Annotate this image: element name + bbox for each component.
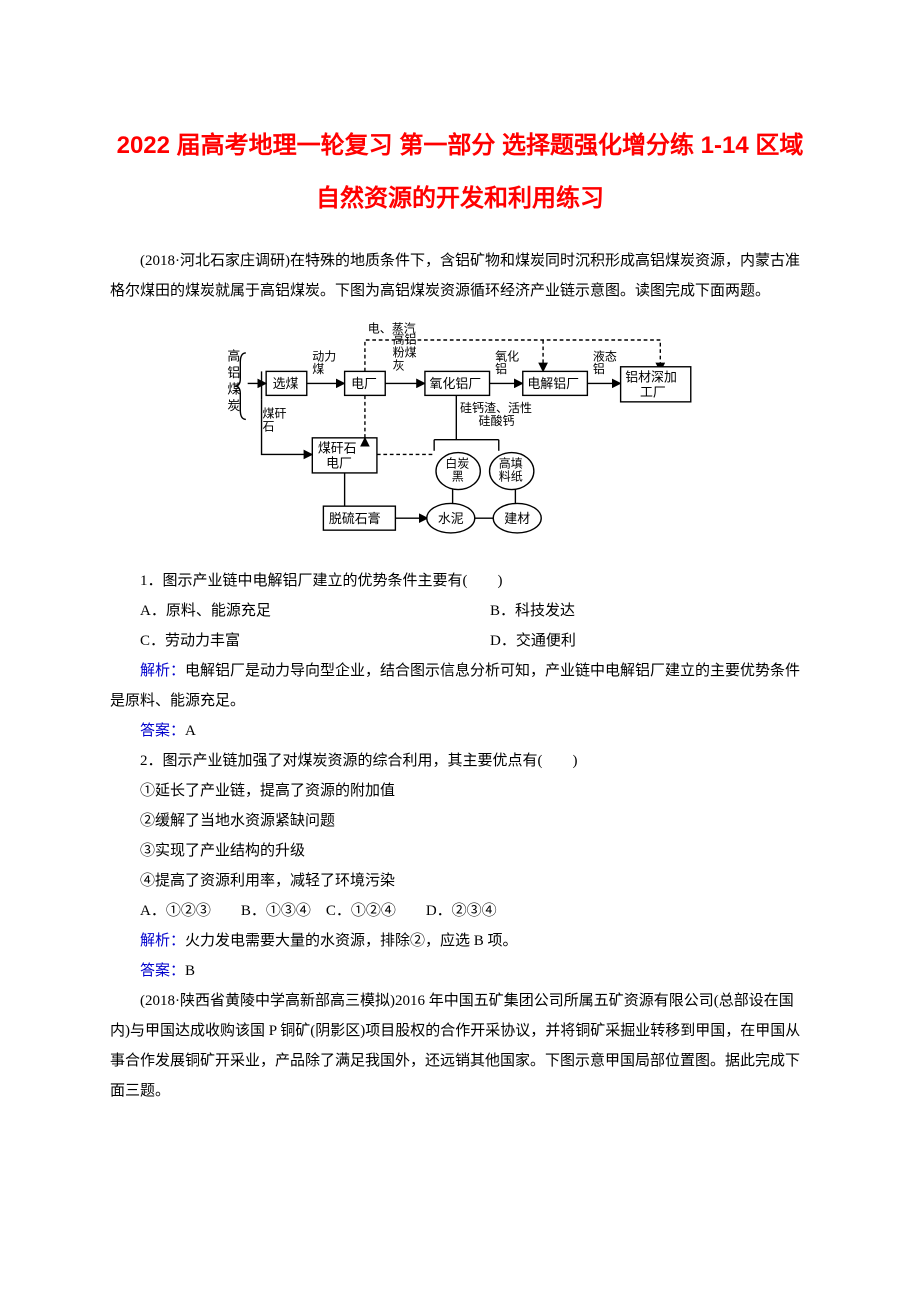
label-mgs-2: 石 <box>262 419 274 433</box>
q2-s2: ②缓解了当地水资源紧缺问题 <box>110 806 810 836</box>
q1-analysis-text: 电解铝厂是动力导向型企业，结合图示信息分析可知，产业链中电解铝厂建立的主要优势条… <box>110 663 800 709</box>
node-bth-l1: 白炭 <box>445 455 469 470</box>
answer-label: 答案： <box>140 723 185 739</box>
q1-optC: C．劳动力丰富 <box>110 626 460 656</box>
q2-s3: ③实现了产业结构的升级 <box>110 836 810 866</box>
label-glfmh-2: 粉煤 <box>393 345 417 359</box>
q1-optB: B．科技发达 <box>460 596 810 626</box>
q2-analysis-text: 火力发电需要大量的水资源，排除②，应选 B 项。 <box>185 933 518 949</box>
label-ytl-2: 铝 <box>593 361 605 376</box>
intro-paragraph-1: (2018·河北石家庄调研)在特殊的地质条件下，含铝矿物和煤炭同时沉积形成高铝煤… <box>110 246 810 306</box>
q2-s4: ④提高了资源利用率，减轻了环境污染 <box>110 866 810 896</box>
answer-label: 答案： <box>140 963 185 979</box>
label-ytl-1: 液态 <box>593 348 617 363</box>
page-title: 2022 届高考地理一轮复习 第一部分 选择题强化增分练 1-14 区域自然资源… <box>110 120 810 226</box>
node-meigan-dc-l2: 电厂 <box>326 455 352 470</box>
label-glfmh-1: 高铝 <box>393 331 417 346</box>
q1-optD: D．交通便利 <box>460 626 810 656</box>
q1-optA: A．原料、能源充足 <box>110 596 460 626</box>
left-label-4: 炭 <box>227 398 240 413</box>
label-mgs-1: 煤矸 <box>262 406 286 420</box>
node-dianchang-label: 电厂 <box>351 376 377 391</box>
node-gtl-l1: 高填 <box>499 455 523 470</box>
label-gg-1: 硅钙渣、活性 <box>460 401 532 415</box>
label-yhl-1: 氧化 <box>495 349 519 363</box>
node-dianjielv-label: 电解铝厂 <box>527 376 579 391</box>
node-meigan-dc-l1: 煤矸石 <box>318 440 357 455</box>
analysis-label: 解析： <box>140 663 185 679</box>
q2-answer: 答案：B <box>110 956 810 986</box>
q1-answer: 答案：A <box>110 716 810 746</box>
analysis-label: 解析： <box>140 933 185 949</box>
label-gg-2: 硅酸钙 <box>478 413 514 428</box>
node-bth-l2: 黑 <box>452 469 464 483</box>
node-lvcai-l1: 铝材深加 <box>625 369 677 384</box>
intro-paragraph-2: (2018·陕西省黄陵中学高新部高三模拟)2016 年中国五矿集团公司所属五矿资… <box>110 986 810 1106</box>
left-label-2: 铝 <box>227 365 240 380</box>
q2-stem: 2．图示产业链加强了对煤炭资源的综合利用，其主要优点有( ) <box>110 746 810 776</box>
q2-analysis: 解析：火力发电需要大量的水资源，排除②，应选 B 项。 <box>110 926 810 956</box>
q1-analysis: 解析：电解铝厂是动力导向型企业，结合图示信息分析可知，产业链中电解铝厂建立的主要… <box>110 656 810 716</box>
node-yanghualv-label: 氧化铝厂 <box>430 376 482 391</box>
q2-s1: ①延长了产业链，提高了资源的附加值 <box>110 776 810 806</box>
node-gtl-l2: 料纸 <box>499 469 523 483</box>
q2-answer-text: B <box>185 963 195 979</box>
q1-answer-text: A <box>185 723 196 739</box>
label-glfmh-3: 灰 <box>393 358 405 372</box>
node-tuoliu-label: 脱硫石膏 <box>329 510 381 525</box>
flow-diagram: 高 铝 煤 炭 选煤 动力 煤 电厂 电、蒸汽 高铝 粉煤 灰 氧化铝厂 氧化 … <box>220 316 700 556</box>
q1-options: A．原料、能源充足 B．科技发达 C．劳动力丰富 D．交通便利 <box>110 596 810 656</box>
label-yhl-2: 铝 <box>495 361 507 376</box>
left-label-1: 高 <box>227 348 240 363</box>
node-xuanmei-label: 选煤 <box>273 376 299 391</box>
node-jiancai-label: 建材 <box>504 510 530 525</box>
document-page: 2022 届高考地理一轮复习 第一部分 选择题强化增分练 1-14 区域自然资源… <box>0 0 920 1186</box>
node-lvcai-l2: 工厂 <box>640 384 666 399</box>
node-shuini-label: 水泥 <box>438 510 464 525</box>
label-donglimei-1: 动力 <box>312 349 336 363</box>
q2-opts: A．①②③ B．①③④ C．①②④ D．②③④ <box>110 896 810 926</box>
label-donglimei-2: 煤 <box>312 362 324 376</box>
q1-stem: 1．图示产业链中电解铝厂建立的优势条件主要有( ) <box>110 566 810 596</box>
